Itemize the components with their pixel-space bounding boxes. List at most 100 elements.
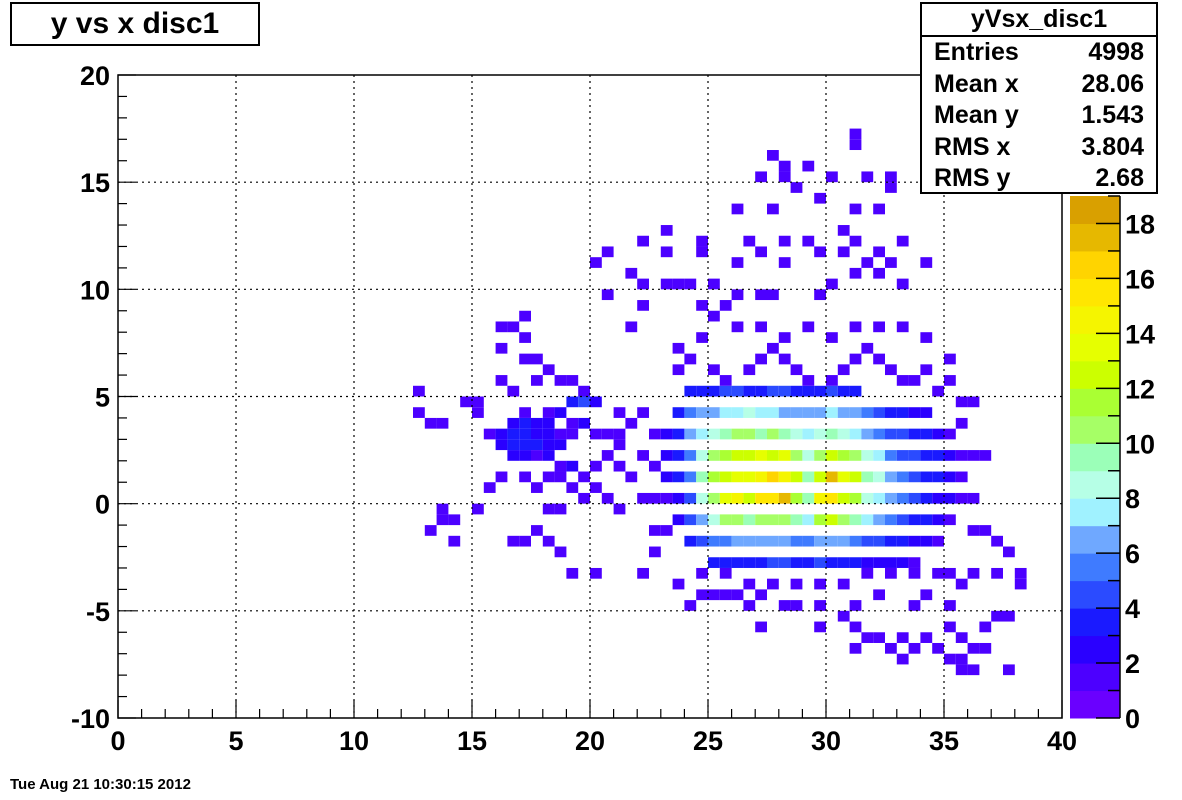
histogram-bin (826, 557, 838, 568)
histogram-bin (932, 567, 944, 579)
histogram-bin (814, 407, 826, 418)
histogram-bin (920, 514, 933, 526)
histogram-bin (731, 450, 744, 461)
histogram-bin (861, 567, 874, 579)
histogram-bin (837, 450, 850, 461)
palette-step (1070, 360, 1120, 389)
histogram-bin (637, 235, 649, 247)
histogram-bin (637, 450, 649, 461)
histogram-bin (896, 278, 909, 290)
histogram-cells (413, 128, 1027, 676)
histogram-bin (672, 450, 685, 461)
histogram-bin (896, 492, 909, 504)
histogram-bin (566, 482, 579, 493)
histogram-bin (495, 428, 508, 440)
histogram-bin (696, 300, 708, 311)
histogram-bin (578, 471, 590, 483)
histogram-bin (743, 535, 756, 547)
histogram-bin (483, 428, 496, 440)
histogram-bin (837, 557, 850, 568)
y-tick-label: 10 (80, 275, 110, 305)
histogram-bin (790, 600, 803, 611)
palette-step (1070, 608, 1120, 637)
histogram-bin (861, 535, 874, 547)
histogram-bin (495, 321, 508, 333)
palette-step (1070, 415, 1120, 444)
histogram-bin (672, 514, 685, 526)
histogram-bin (955, 632, 968, 643)
palette-step (1070, 196, 1120, 224)
histogram-bin (743, 471, 756, 483)
histogram-bin (778, 257, 791, 268)
y-tick-label: 5 (95, 383, 110, 413)
histogram-bin (696, 471, 708, 483)
histogram-bin (755, 589, 767, 601)
z-tick-label: 0 (1125, 704, 1140, 734)
x-tick-label: 15 (457, 726, 487, 756)
y-tick-label: 0 (95, 490, 110, 520)
palette-step (1070, 553, 1120, 582)
histogram-bin (436, 514, 449, 526)
x-tick-label: 30 (811, 726, 841, 756)
histogram-bin (767, 492, 779, 504)
histogram-bin (790, 450, 803, 461)
histogram-bin (861, 428, 874, 440)
stats-value: 3.804 (1081, 132, 1144, 161)
histogram-bin (719, 300, 732, 311)
histogram-bin (778, 332, 791, 343)
histogram-bin (649, 525, 661, 536)
histogram-bin (696, 535, 708, 547)
histogram-bin (731, 385, 744, 397)
histogram-bin (967, 396, 980, 408)
histogram-bin (708, 557, 720, 568)
histogram-bin (767, 450, 779, 461)
histogram-bin (944, 514, 956, 526)
histogram-bin (967, 642, 980, 654)
histogram-bin (708, 428, 720, 440)
histogram-bin (955, 653, 968, 665)
histogram-bin (684, 535, 697, 547)
histogram-bin (696, 235, 708, 247)
histogram-bin (790, 492, 803, 504)
histogram-bin (849, 128, 862, 140)
histogram-bin (755, 353, 767, 365)
histogram-bin (767, 385, 779, 397)
stats-row-rms-x: RMS x 3.804 (922, 132, 1156, 164)
histogram-bin (778, 385, 791, 397)
stats-row-mean-y: Mean y 1.543 (922, 100, 1156, 132)
histogram-bin (814, 621, 826, 633)
histogram-bin (837, 514, 850, 526)
histogram-bin (672, 278, 685, 290)
histogram-bin (826, 514, 838, 526)
histogram-bin (814, 600, 826, 611)
histogram-bin (802, 514, 815, 526)
histogram-bin (696, 407, 708, 418)
histogram-bin (908, 428, 921, 440)
histogram-bin (755, 385, 767, 397)
histogram-bin (790, 578, 803, 590)
histogram-bin (885, 567, 897, 579)
histogram-bin (767, 407, 779, 418)
histogram-bin (814, 514, 826, 526)
color-palette (1070, 196, 1120, 719)
histogram-bin (672, 578, 685, 590)
histogram-bin (837, 428, 850, 440)
histogram-bin (790, 364, 803, 376)
histogram-bin (896, 235, 909, 247)
histogram-bin (837, 535, 850, 547)
histogram-bin (684, 492, 697, 504)
x-tick-label: 25 (693, 726, 723, 756)
histogram-bin (743, 557, 756, 568)
histogram-bin (413, 385, 425, 397)
histogram-bin (731, 203, 744, 215)
histogram-bin (519, 439, 531, 451)
histogram-bin (767, 557, 779, 568)
histogram-bin (601, 492, 614, 504)
z-tick-label: 8 (1125, 484, 1140, 514)
histogram-bin (955, 471, 968, 483)
histogram-bin (672, 364, 685, 376)
stats-name: yVsx_disc1 (922, 4, 1156, 37)
histogram-bin (672, 471, 685, 483)
histogram-bin (932, 492, 944, 504)
histogram-bin (955, 450, 968, 461)
